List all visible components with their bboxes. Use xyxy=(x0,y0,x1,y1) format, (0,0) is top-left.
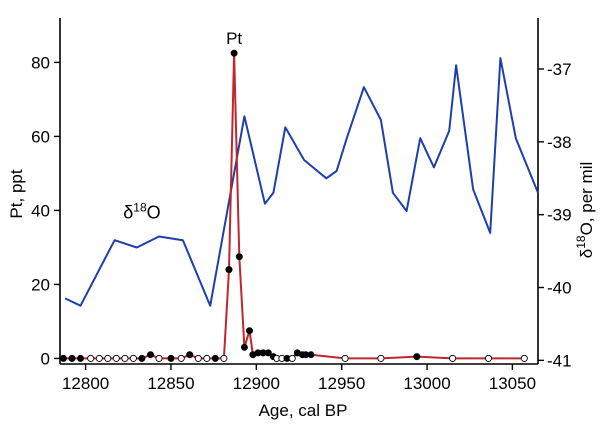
pt-data-point xyxy=(203,354,211,362)
x-tick-label: 12950 xyxy=(318,374,365,393)
pt-data-point xyxy=(177,354,185,362)
right-y-tick-label: -40 xyxy=(547,279,572,298)
ticks-layer: 12800 12850 12900 12950 13000 13050 0 20 40 60 80 -… xyxy=(31,53,572,393)
pt-data-point xyxy=(341,354,349,362)
pt-data-point xyxy=(138,354,146,362)
pt-data-point xyxy=(240,343,248,351)
pt-data-point xyxy=(235,253,243,261)
plot-frame xyxy=(59,18,539,365)
pt-data-point xyxy=(245,327,253,335)
pt-data-point xyxy=(230,49,238,57)
pt-series-label: Pt xyxy=(226,29,242,48)
right-y-tick-label: -37 xyxy=(547,60,572,79)
left-y-tick-label: 20 xyxy=(31,275,50,294)
pt-data-point xyxy=(104,354,112,362)
left-y-tick-label: 80 xyxy=(31,53,50,72)
pt-data-point xyxy=(307,351,315,359)
x-axis-title: Age, cal BP xyxy=(259,401,348,420)
x-tick-label: 13000 xyxy=(403,374,450,393)
pt-data-point xyxy=(449,354,457,362)
left-y-tick-label: 40 xyxy=(31,201,50,220)
pt-data-point xyxy=(167,354,175,362)
x-tick-label: 12850 xyxy=(147,374,194,393)
pt-data-point xyxy=(68,354,76,362)
right-y-tick-label: -38 xyxy=(547,133,572,152)
d18o-series-label: δ18O xyxy=(123,200,160,222)
left-y-tick-label: 0 xyxy=(41,349,50,368)
pt-data-point xyxy=(121,354,129,362)
pt-data-point xyxy=(520,354,528,362)
x-tick-label: 13050 xyxy=(489,374,536,393)
pt-data-point xyxy=(95,354,103,362)
pt-data-point xyxy=(112,354,120,362)
d18o-series-line xyxy=(64,57,539,307)
right-y-tick-label: -39 xyxy=(547,206,572,225)
pt-data-point xyxy=(377,354,385,362)
pt-data-point xyxy=(87,354,95,362)
series-layer xyxy=(59,49,539,362)
left-y-tick-label: 60 xyxy=(31,127,50,146)
pt-data-point xyxy=(211,354,219,362)
pt-data-point xyxy=(484,354,493,362)
pt-data-point xyxy=(194,354,202,362)
pt-data-point xyxy=(220,354,228,362)
right-axis-title-text: δ18O, per mil xyxy=(574,162,596,259)
annotations-layer: Pt δ18O xyxy=(123,29,242,222)
pt-data-point xyxy=(186,351,194,359)
right-axis-title: δ18O, per mil xyxy=(574,162,596,259)
pt-data-point xyxy=(129,354,137,362)
x-tick-label: 12900 xyxy=(233,374,280,393)
pt-data-point xyxy=(77,354,85,362)
pt-data-point xyxy=(155,354,163,362)
x-tick-label: 12800 xyxy=(62,374,109,393)
left-axis-title: Pt, ppt xyxy=(7,169,26,218)
pt-data-point xyxy=(264,349,272,357)
pt-data-point xyxy=(413,353,421,361)
pt-data-point xyxy=(225,266,233,274)
pt-data-point xyxy=(146,351,154,359)
pt-data-point xyxy=(59,354,67,362)
right-y-tick-label: -41 xyxy=(547,351,572,370)
pt-data-point xyxy=(288,354,296,362)
